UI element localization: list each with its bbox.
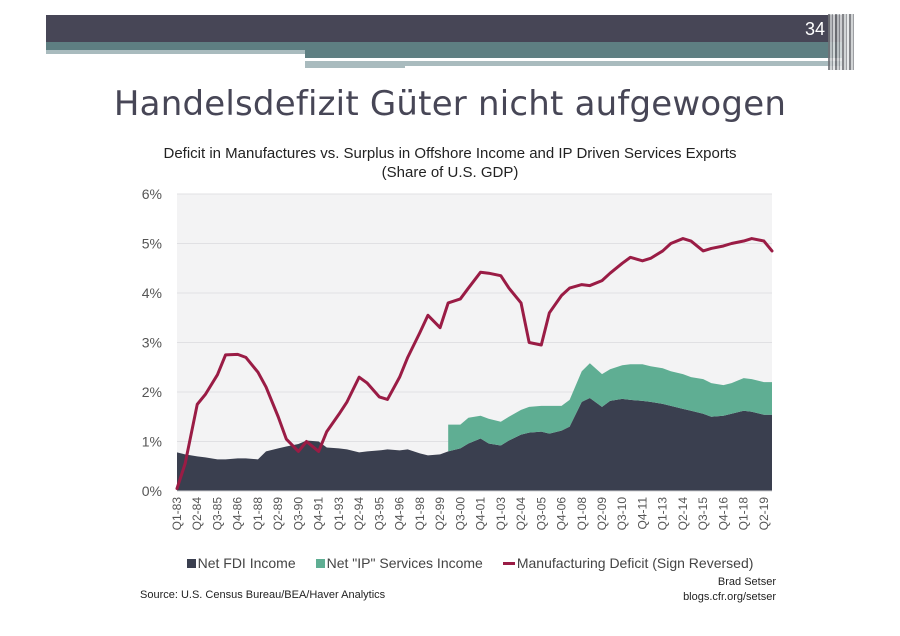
x-tick-label: Q2-94 [352,497,366,531]
y-tick-label: 4% [142,285,162,301]
legend: Net FDI Income Net "IP" Services Income … [140,555,800,571]
x-tick-label: Q2-14 [676,497,690,531]
page-number: 34 [804,19,826,39]
legend-item-ip-services: Net "IP" Services Income [315,555,483,571]
x-tick-label: Q2-09 [595,497,609,531]
chart-subtitle: (Share of U.S. GDP) [381,164,519,181]
x-tick-label: Q2-19 [757,497,771,531]
header-bar-teal-step [305,50,842,58]
x-tick-label: Q4-86 [231,497,245,531]
x-tick-label: Q1-93 [332,497,346,531]
source-note: Source: U.S. Census Bureau/BEA/Haver Ana… [140,589,386,601]
x-tick-label: Q3-00 [453,497,467,531]
legend-label-fdi: Net FDI Income [197,555,296,571]
x-tick-label: Q1-18 [737,497,751,531]
x-tick-label: Q3-95 [372,497,386,531]
x-tick-label: Q1-08 [575,497,589,531]
y-tick-label: 2% [142,384,162,400]
legend-swatch-ip-services [315,558,325,568]
x-tick-label: Q3-85 [210,497,224,531]
line-series [175,237,774,491]
area-net-ip-services-income [448,363,772,452]
line-manufacturing-deficit [175,237,774,491]
y-tick-label: 5% [142,236,162,252]
chart-title-block: Deficit in Manufactures vs. Surplus in O… [0,144,900,182]
x-tick-label: Q3-90 [291,497,305,531]
area-net-fdi-income [177,397,772,491]
x-tick-label: Q2-99 [433,497,447,531]
x-tick-label: Q1-03 [494,497,508,531]
header-bar-gap [305,58,842,61]
y-tick-label: 0% [142,483,162,499]
header-bar-light-step [305,61,842,68]
header-bar-dark [46,15,842,42]
header-bar-light [46,50,306,54]
x-tick-label: Q4-01 [474,497,488,531]
y-axis-ticks: 0% 1% 2% 3% 4% 5% 6% [142,186,162,499]
x-tick-label: Q3-10 [615,497,629,531]
x-tick-label: Q3-05 [534,497,548,531]
legend-item-fdi: Net FDI Income [186,555,296,571]
y-tick-label: 3% [142,335,162,351]
x-tick-label: Q4-06 [555,497,569,531]
chart-title: Deficit in Manufactures vs. Surplus in O… [163,145,737,162]
blog-url: blogs.cfr.org/setser [683,591,776,603]
legend-swatch-manufacturing [502,561,515,565]
x-tick-label: Q1-98 [413,497,427,531]
area-series [177,363,772,491]
legend-label-ip-services: Net "IP" Services Income [326,555,483,571]
legend-label-manufacturing: Manufacturing Deficit (Sign Reversed) [516,555,754,571]
x-tick-label: Q2-84 [190,497,204,531]
header-bar-teal [46,42,842,50]
header-stripes-decoration [828,14,854,70]
y-tick-label: 1% [142,434,162,450]
x-tick-label: Q2-04 [514,497,528,531]
x-tick-label: Q1-88 [251,497,265,531]
x-tick-label: Q1-83 [170,497,184,531]
x-tick-label: Q2-89 [271,497,285,531]
x-tick-label: Q4-16 [716,497,730,531]
y-tick-label: 6% [142,186,162,202]
x-axis-ticks: Q1-83 Q2-84 Q3-85 Q4-86 Q1-88 Q2-89 Q3-90 Q4-91… [170,497,771,531]
gridlines [177,193,772,442]
header-bar-gap-2 [405,66,842,68]
x-tick-label: Q4-91 [312,497,326,531]
author-credit: Brad Setser [717,576,776,588]
x-tick-label: Q4-11 [635,497,649,530]
x-tick-label: Q4-96 [393,497,407,531]
x-tick-label: Q1-13 [656,497,670,531]
x-tick-label: Q3-15 [696,497,710,531]
slide-title: Handelsdefizit Güter nicht aufgewogen [113,84,787,124]
legend-swatch-fdi [186,558,196,568]
legend-item-manufacturing: Manufacturing Deficit (Sign Reversed) [502,555,754,571]
